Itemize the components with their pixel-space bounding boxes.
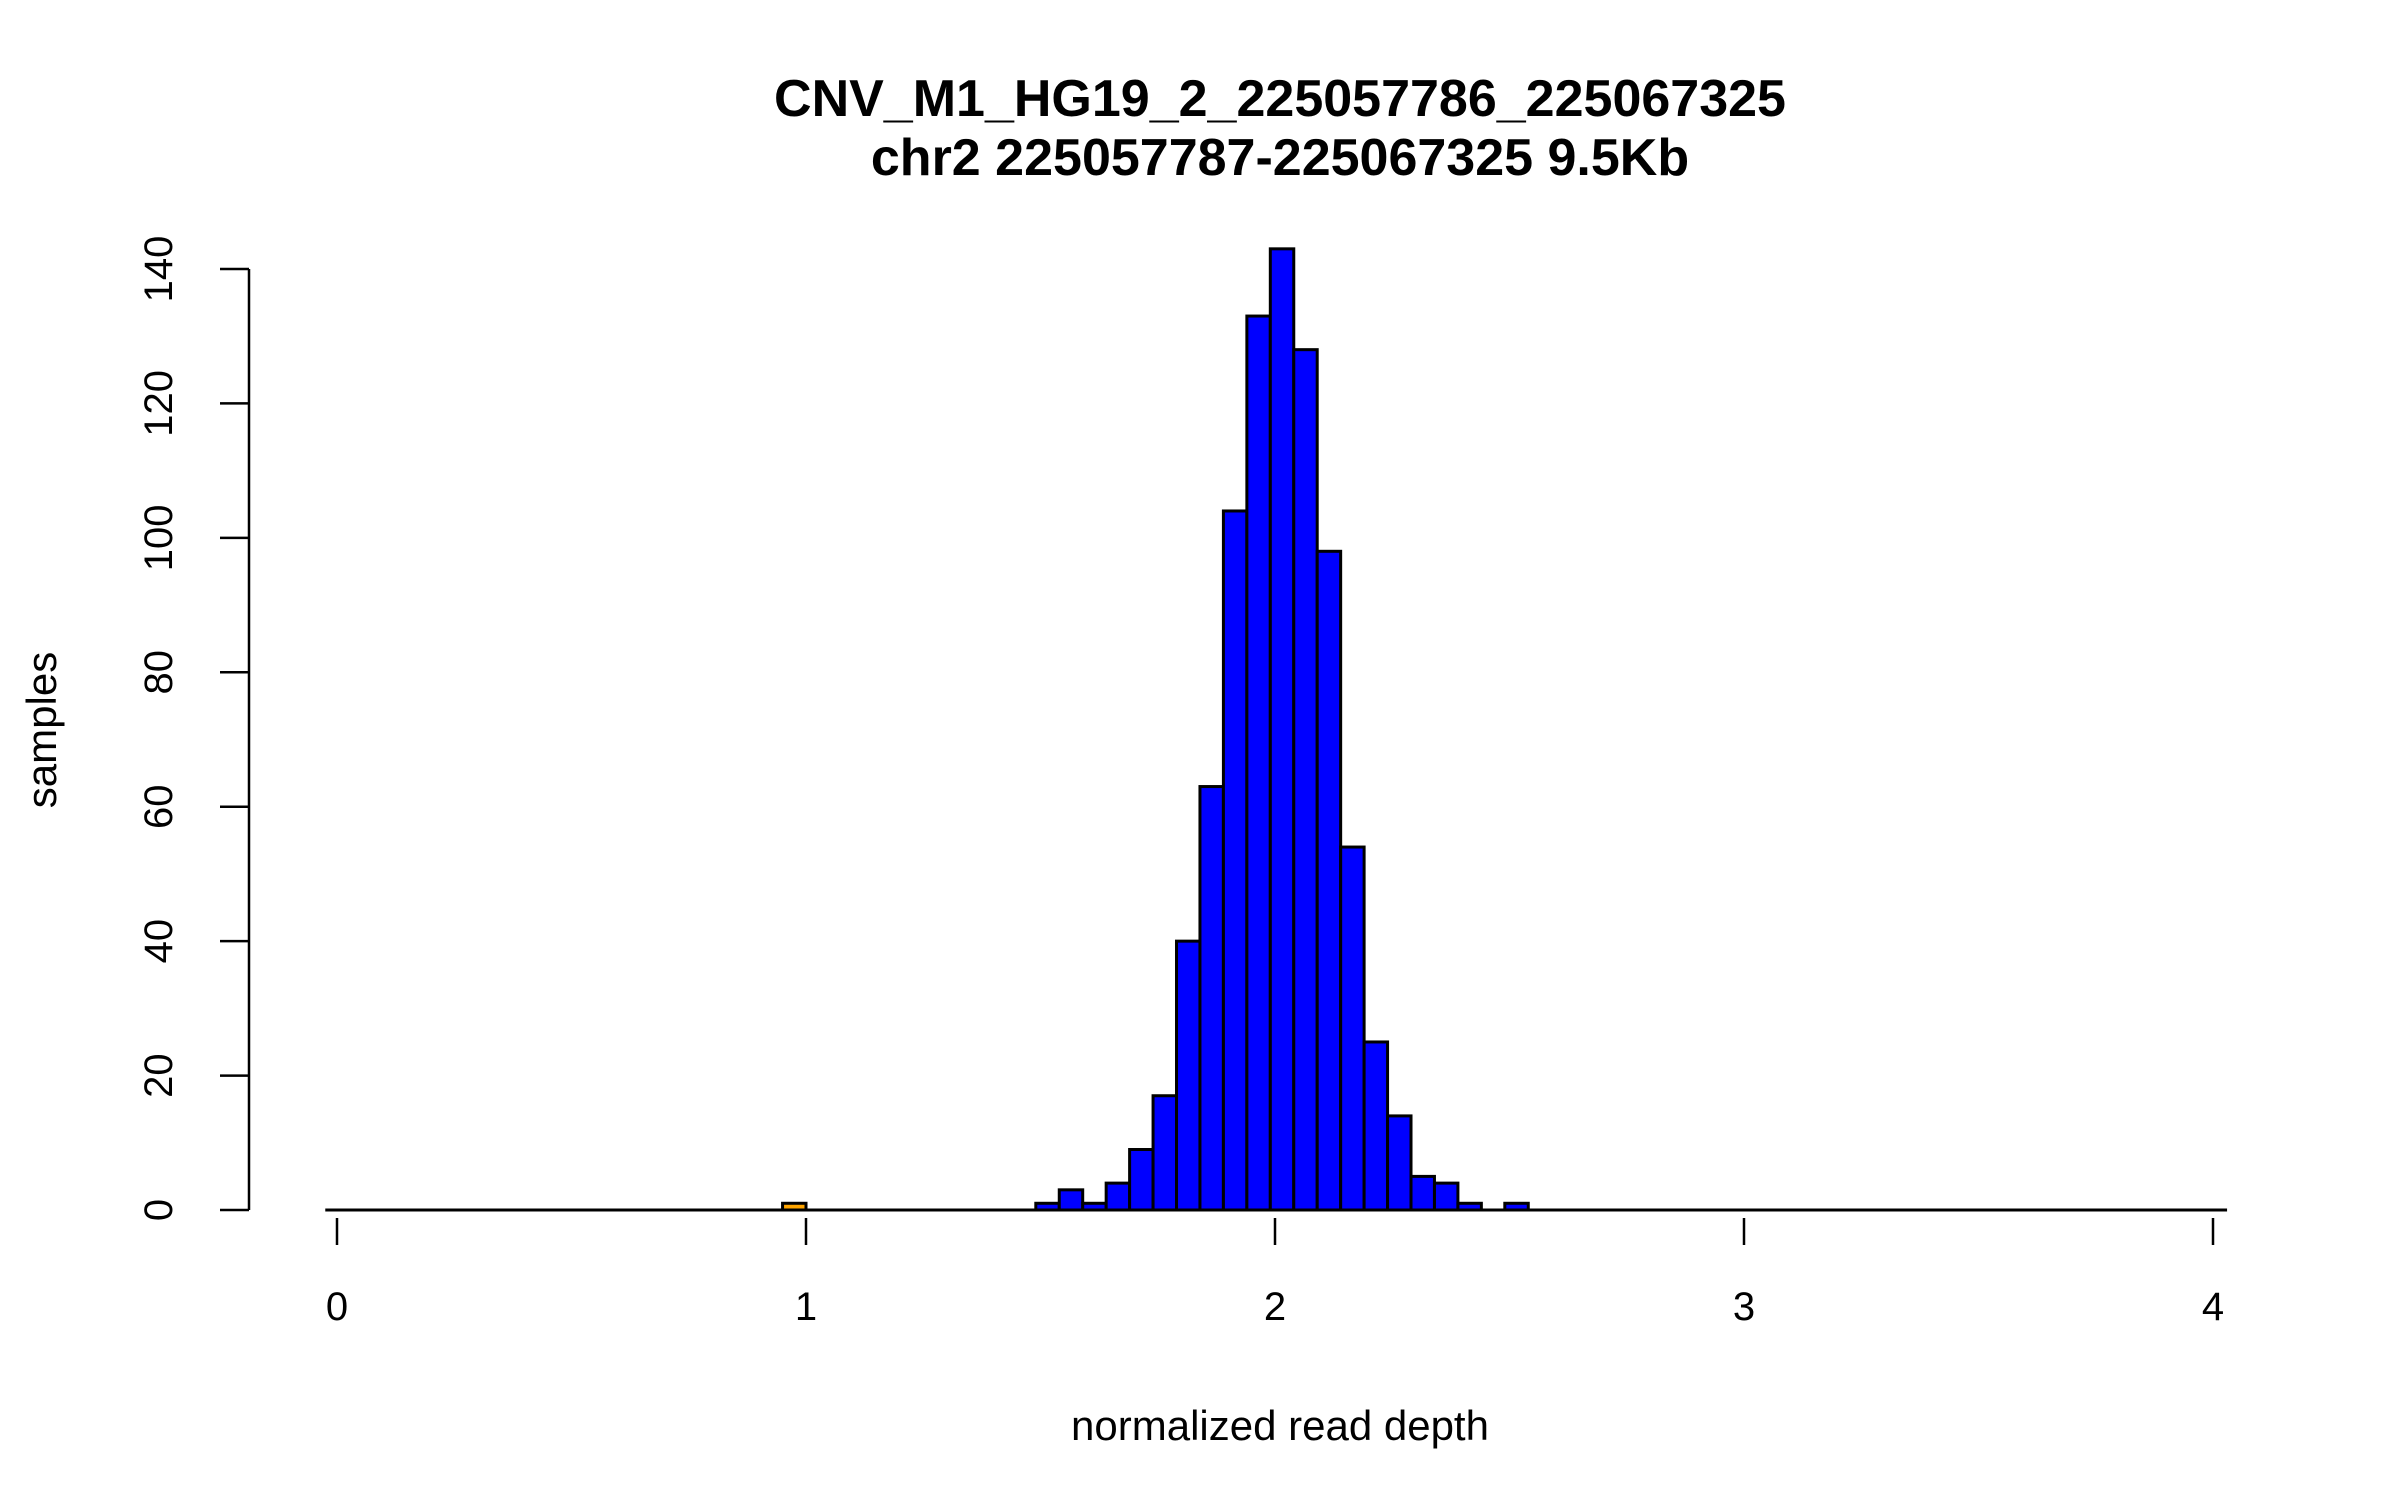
y-tick-label: 100 (137, 504, 181, 571)
histogram-bar (1081, 1201, 1108, 1212)
histogram-bar (1339, 845, 1366, 1212)
x-tick-label: 3 (1733, 1285, 1755, 1329)
histogram-bar (1268, 247, 1296, 1212)
histogram-bar (1128, 1148, 1155, 1212)
y-tick-label: 80 (137, 650, 181, 695)
histogram-bar (1386, 1114, 1413, 1212)
x-tick-label: 2 (1264, 1285, 1286, 1329)
x-tick-label: 1 (795, 1285, 817, 1329)
y-axis-label: samples (18, 652, 65, 808)
histogram-bar (1221, 509, 1249, 1212)
histogram-bar (1245, 314, 1272, 1212)
y-tick-label: 140 (137, 236, 181, 303)
y-tick-label: 60 (137, 784, 181, 829)
histogram-bar (1104, 1181, 1132, 1212)
histogram-bar (1034, 1201, 1061, 1212)
histogram-bar (1151, 1094, 1179, 1212)
histogram-bar (1315, 549, 1343, 1212)
chart-subtitle: chr2 225057787-225067325 9.5Kb (871, 129, 1689, 187)
y-tick-label: 0 (137, 1199, 181, 1221)
histogram-bar (1362, 1040, 1390, 1212)
y-tick-label: 120 (137, 370, 181, 437)
histogram-bar (1057, 1188, 1085, 1212)
highlighted-bar (781, 1201, 808, 1212)
x-tick-label: 4 (2202, 1285, 2224, 1329)
histogram-bar (1456, 1201, 1483, 1212)
histogram-bar (1175, 939, 1202, 1212)
chart-title: CNV_M1_HG19_2_225057786_225067325 (774, 70, 1786, 128)
x-axis-label: normalized read depth (1071, 1402, 1489, 1449)
histogram-bar (1198, 785, 1225, 1212)
histogram-bar (1292, 348, 1319, 1212)
histogram-bar (1503, 1201, 1530, 1212)
x-tick-label: 0 (326, 1285, 348, 1329)
y-tick-label: 40 (137, 919, 181, 964)
y-tick-label: 20 (137, 1053, 181, 1098)
histogram-bar (1409, 1174, 1436, 1212)
histogram-bar (1432, 1181, 1460, 1212)
